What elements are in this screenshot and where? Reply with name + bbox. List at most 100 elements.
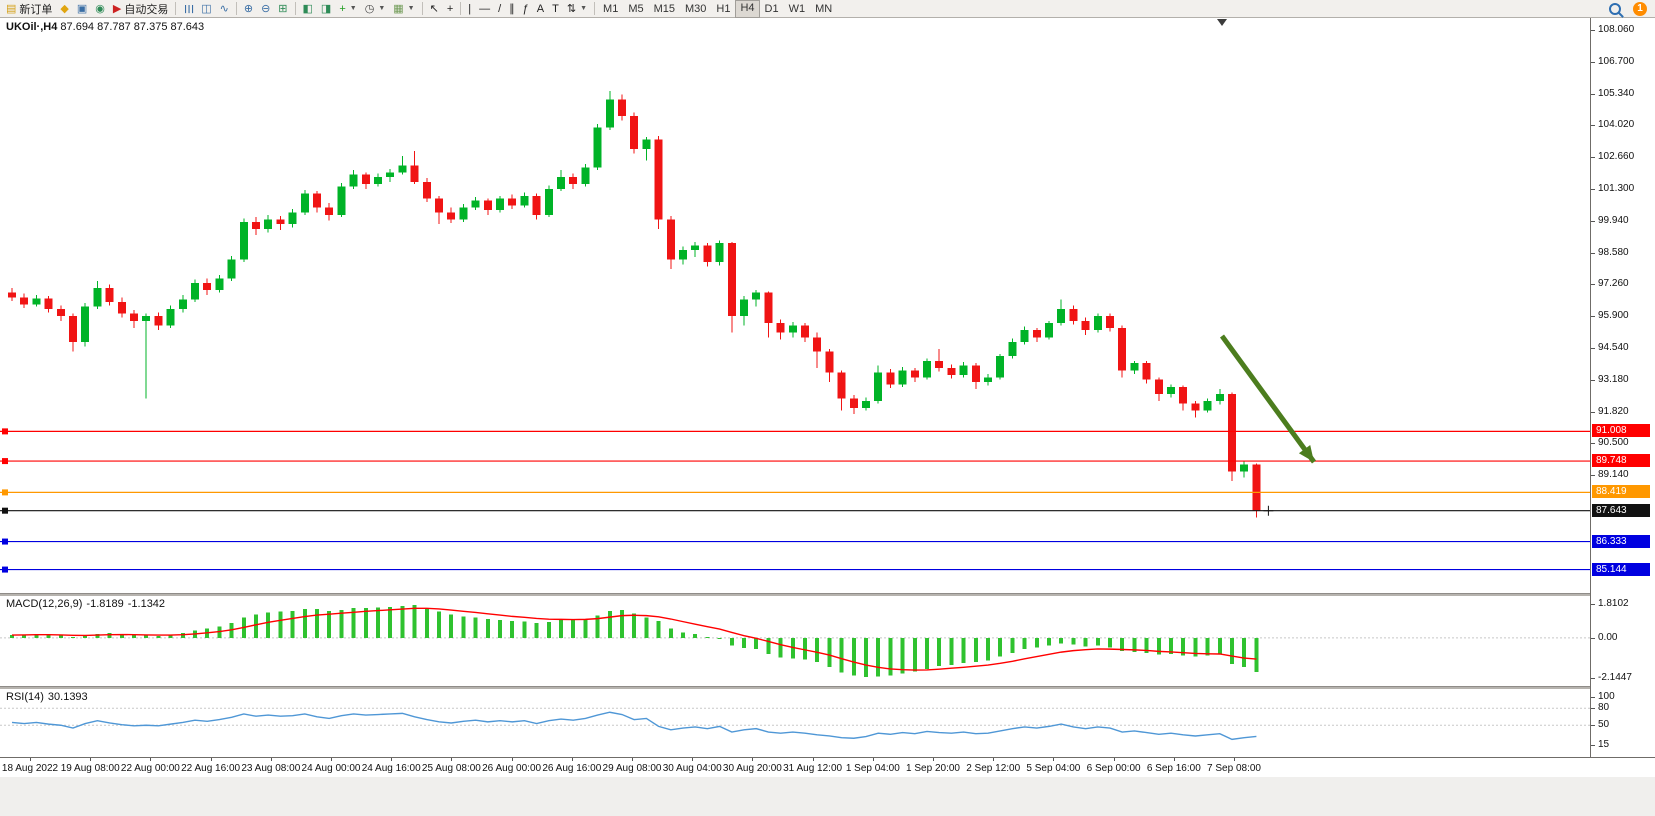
- dropdown-caret-icon: ▼: [580, 5, 588, 12]
- price-tick: [1591, 93, 1595, 95]
- vertical-line-button[interactable]: |: [464, 1, 475, 17]
- autotrading-button-label: 自动交易: [124, 3, 169, 16]
- current-price-badge: 87.643: [1592, 503, 1650, 517]
- autotrading-button[interactable]: ▶ 自动交易: [109, 1, 172, 17]
- price-tick: [1591, 29, 1595, 31]
- fibonacci-button[interactable]: ƒ: [519, 1, 533, 17]
- templates-dropdown[interactable]: ▦ ▼: [389, 1, 418, 17]
- main-chart-canvas[interactable]: [0, 18, 1590, 593]
- market-depth-icon: ▣: [76, 2, 88, 15]
- price-tick: [1591, 348, 1595, 350]
- candlestick-chart-button[interactable]: ◫: [197, 1, 215, 17]
- time-axis-label: 24 Aug 00:00: [301, 763, 361, 774]
- cursor-icon: ↖: [429, 2, 439, 15]
- bar-chart-button[interactable]: ☰: [179, 1, 197, 17]
- rsi-label: RSI(14) 30.1393: [6, 691, 92, 703]
- price-tick: [1591, 188, 1595, 190]
- time-tick: [210, 758, 212, 761]
- chart-window: UKOil·,H4 87.694 87.787 87.375 87.643 MA…: [0, 18, 1655, 816]
- level-handle[interactable]: [2, 458, 8, 465]
- navigator-button[interactable]: ◉: [91, 1, 109, 17]
- panel-splitter[interactable]: [0, 686, 1655, 689]
- timeframe-mn-button[interactable]: MN: [815, 2, 833, 15]
- text-button[interactable]: A: [533, 1, 548, 17]
- timeframe-m1-button[interactable]: M1: [603, 2, 619, 15]
- level-handle[interactable]: [2, 538, 8, 545]
- zoom-out-button[interactable]: ⊖: [257, 1, 274, 17]
- search-button[interactable]: [1605, 1, 1625, 17]
- new-chart-button[interactable]: + ▼: [335, 1, 360, 17]
- toolbar-separator: [421, 2, 423, 15]
- channel-button[interactable]: ∥: [505, 1, 519, 17]
- macd-tick: [1591, 637, 1595, 639]
- time-axis-label: 23 Aug 08:00: [241, 763, 301, 774]
- new-order-button[interactable]: ▤ 新订单: [2, 1, 56, 17]
- main-chart[interactable]: UKOil·,H4 87.694 87.787 87.375 87.643: [0, 18, 1590, 593]
- tile-windows-icon: ⊞: [278, 2, 288, 15]
- price-tick-label: 108.060: [1598, 23, 1635, 35]
- level-handle[interactable]: [2, 507, 8, 514]
- rsi-panel[interactable]: [0, 689, 1590, 757]
- bar-chart-icon: ☰: [182, 3, 195, 14]
- price-tick: [1591, 475, 1595, 477]
- timeframe-d1-button[interactable]: D1: [764, 2, 779, 15]
- toolbar-separator: [175, 2, 177, 15]
- price-tick-label: 93.180: [1598, 374, 1629, 386]
- timeframe-h1-button[interactable]: H1: [716, 2, 731, 15]
- chart-shift-marker[interactable]: [1217, 19, 1227, 26]
- timeframe-h4-button[interactable]: H4: [735, 0, 760, 18]
- timeframe-m30-button[interactable]: M30: [685, 2, 707, 15]
- price-tick-label: 105.340: [1598, 87, 1635, 99]
- timeframe-w1-button[interactable]: W1: [788, 2, 806, 15]
- vertical-line-icon: |: [468, 2, 472, 15]
- macd-panel[interactable]: [0, 596, 1590, 686]
- toolbar-buttons: ▤ 新订单 ◆ ▣ ◉ ▶ 自动交易 ☰ ◫ ∿ ⊕ ⊖ ⊞ ◧ ◨ + ▼ ◷ ▼ ▦ ▼ ↖ + | — / ∥ ƒ A T ⇅ ▼: [2, 0, 598, 18]
- horizontal-line-icon: —: [479, 2, 491, 15]
- text-icon: A: [536, 2, 545, 15]
- panel-splitter[interactable]: [0, 593, 1655, 596]
- rsi-canvas[interactable]: [0, 689, 1590, 757]
- zoom-out-icon: ⊖: [261, 2, 271, 15]
- level-handle[interactable]: [2, 489, 8, 496]
- time-axis-label: 26 Aug 16:00: [542, 763, 602, 774]
- timeframe-m15-button[interactable]: M15: [653, 2, 675, 15]
- notifications-badge[interactable]: 1: [1633, 1, 1647, 16]
- arrows-tool-dropdown[interactable]: ⇅ ▼: [563, 1, 591, 17]
- time-tick: [451, 758, 453, 761]
- tile-windows-button[interactable]: ⊞: [274, 1, 291, 17]
- rsi-value: 30.1393: [47, 691, 88, 703]
- price-tick-label: 91.820: [1598, 406, 1629, 418]
- macd-canvas[interactable]: [0, 596, 1590, 686]
- line-chart-button[interactable]: ∿: [216, 1, 233, 17]
- price-axis[interactable]: 108.060 106.700 105.340 104.020 102.660 101.3…: [1590, 18, 1655, 757]
- timeframe-m5-button[interactable]: M5: [628, 2, 644, 15]
- quotes-button[interactable]: ◆: [56, 1, 72, 17]
- horizontal-line-button[interactable]: —: [475, 1, 494, 17]
- cursor-button[interactable]: ↖: [426, 1, 443, 17]
- price-level-badge: 88.419: [1592, 485, 1650, 499]
- time-axis-label: 22 Aug 00:00: [120, 763, 180, 774]
- zoom-in-button[interactable]: ⊕: [240, 1, 257, 17]
- price-tick-label: 94.540: [1598, 342, 1629, 354]
- time-axis-label: 22 Aug 16:00: [181, 763, 241, 774]
- price-tick: [1591, 316, 1595, 318]
- time-axis-label: 25 Aug 08:00: [421, 763, 481, 774]
- periods-dropdown[interactable]: ◷ ▼: [361, 1, 390, 17]
- time-axis-label: 2 Sep 12:00: [966, 763, 1021, 774]
- trend-arrow-annotation[interactable]: [1219, 334, 1317, 464]
- time-axis[interactable]: 18 Aug 2022 19 Aug 08:00 22 Aug 00:00 22 Au…: [0, 757, 1655, 777]
- arrange-windows-button[interactable]: ◧: [299, 1, 317, 17]
- price-tick-label: 104.020: [1598, 118, 1635, 130]
- price-tick-label: 99.940: [1598, 214, 1629, 226]
- crosshair-button[interactable]: +: [443, 1, 457, 17]
- market-depth-button[interactable]: ▣: [73, 1, 91, 17]
- time-axis-label: 30 Aug 04:00: [662, 763, 722, 774]
- text-label-button[interactable]: T: [548, 1, 563, 17]
- level-handle[interactable]: [2, 566, 8, 573]
- level-handle[interactable]: [2, 428, 8, 435]
- new-order-button-label: 新订单: [19, 3, 53, 16]
- time-tick: [571, 758, 573, 761]
- price-tick: [1591, 220, 1595, 222]
- cascade-windows-button[interactable]: ◨: [317, 1, 335, 17]
- trendline-button[interactable]: /: [494, 1, 505, 17]
